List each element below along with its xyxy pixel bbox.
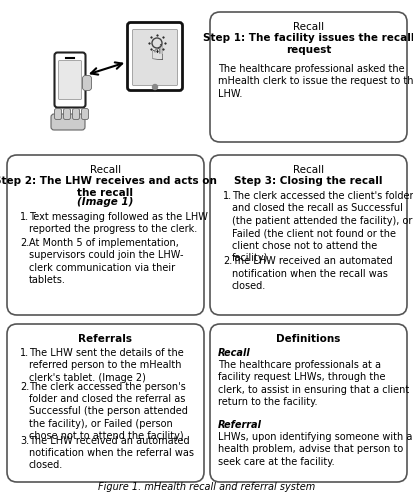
Text: The healthcare professionals at a
facility request LHWs, through the
clerk, to a: The healthcare professionals at a facili… — [218, 360, 408, 407]
Text: Referral: Referral — [218, 420, 261, 430]
Text: 1.: 1. — [20, 212, 29, 222]
Text: Recall: Recall — [90, 165, 121, 175]
Text: Text messaging followed as the LHW
reported the progress to the clerk.: Text messaging followed as the LHW repor… — [29, 212, 207, 234]
FancyBboxPatch shape — [82, 76, 91, 90]
Text: Definitions: Definitions — [275, 334, 340, 344]
FancyBboxPatch shape — [132, 30, 177, 86]
Text: Step 3: Closing the recall: Step 3: Closing the recall — [234, 176, 382, 186]
Text: ☝: ☝ — [150, 44, 164, 64]
Text: 2.: 2. — [223, 256, 232, 266]
FancyBboxPatch shape — [55, 108, 62, 120]
Text: LHWs, upon identifying someone with a
health problem, advise that person to
seek: LHWs, upon identifying someone with a he… — [218, 432, 411, 467]
Text: The clerk accessed the person's
folder and closed the referral as
Successful (th: The clerk accessed the person's folder a… — [29, 382, 188, 441]
Text: Step 2: The LHW receives and acts on
the recall: Step 2: The LHW receives and acts on the… — [0, 176, 216, 199]
Text: The LHW received an automated
notification when the recall was
closed.: The LHW received an automated notificati… — [231, 256, 392, 291]
Text: The clerk accessed the client's folder
and closed the recall as Successful
(the : The clerk accessed the client's folder a… — [231, 191, 413, 263]
Text: 1.: 1. — [20, 348, 29, 358]
Text: The LHW sent the details of the
referred person to the mHealth
clerk's tablet. (: The LHW sent the details of the referred… — [29, 348, 183, 383]
Text: Recall: Recall — [218, 348, 250, 358]
FancyBboxPatch shape — [209, 12, 406, 142]
Text: Referrals: Referrals — [78, 334, 132, 344]
FancyBboxPatch shape — [51, 114, 85, 130]
FancyBboxPatch shape — [209, 324, 406, 482]
FancyBboxPatch shape — [127, 22, 182, 90]
Text: Figure 1. mHealth recall and referral system: Figure 1. mHealth recall and referral sy… — [98, 482, 315, 492]
Text: 1.: 1. — [223, 191, 232, 201]
FancyBboxPatch shape — [7, 324, 204, 482]
FancyBboxPatch shape — [63, 108, 70, 120]
Text: 2.: 2. — [20, 382, 29, 392]
FancyBboxPatch shape — [72, 108, 79, 120]
Circle shape — [152, 84, 157, 89]
Text: Recall: Recall — [292, 22, 323, 32]
Text: (Image 1): (Image 1) — [77, 197, 133, 207]
Text: The LHW received an automated
notification when the referral was
closed.: The LHW received an automated notificati… — [29, 436, 194, 470]
Text: 2.: 2. — [20, 238, 29, 248]
Text: The healthcare professional asked the
mHealth clerk to issue the request to the
: The healthcare professional asked the mH… — [218, 64, 413, 99]
Text: 3.: 3. — [20, 436, 29, 446]
FancyBboxPatch shape — [7, 155, 204, 315]
FancyBboxPatch shape — [81, 108, 88, 120]
Text: At Month 5 of implementation,
supervisors could join the LHW-
clerk communicatio: At Month 5 of implementation, supervisor… — [29, 238, 183, 285]
FancyBboxPatch shape — [58, 60, 81, 100]
Text: Step 1: The facility issues the recall
request: Step 1: The facility issues the recall r… — [202, 33, 413, 56]
FancyBboxPatch shape — [55, 52, 85, 108]
FancyBboxPatch shape — [209, 155, 406, 315]
Text: Recall: Recall — [292, 165, 323, 175]
